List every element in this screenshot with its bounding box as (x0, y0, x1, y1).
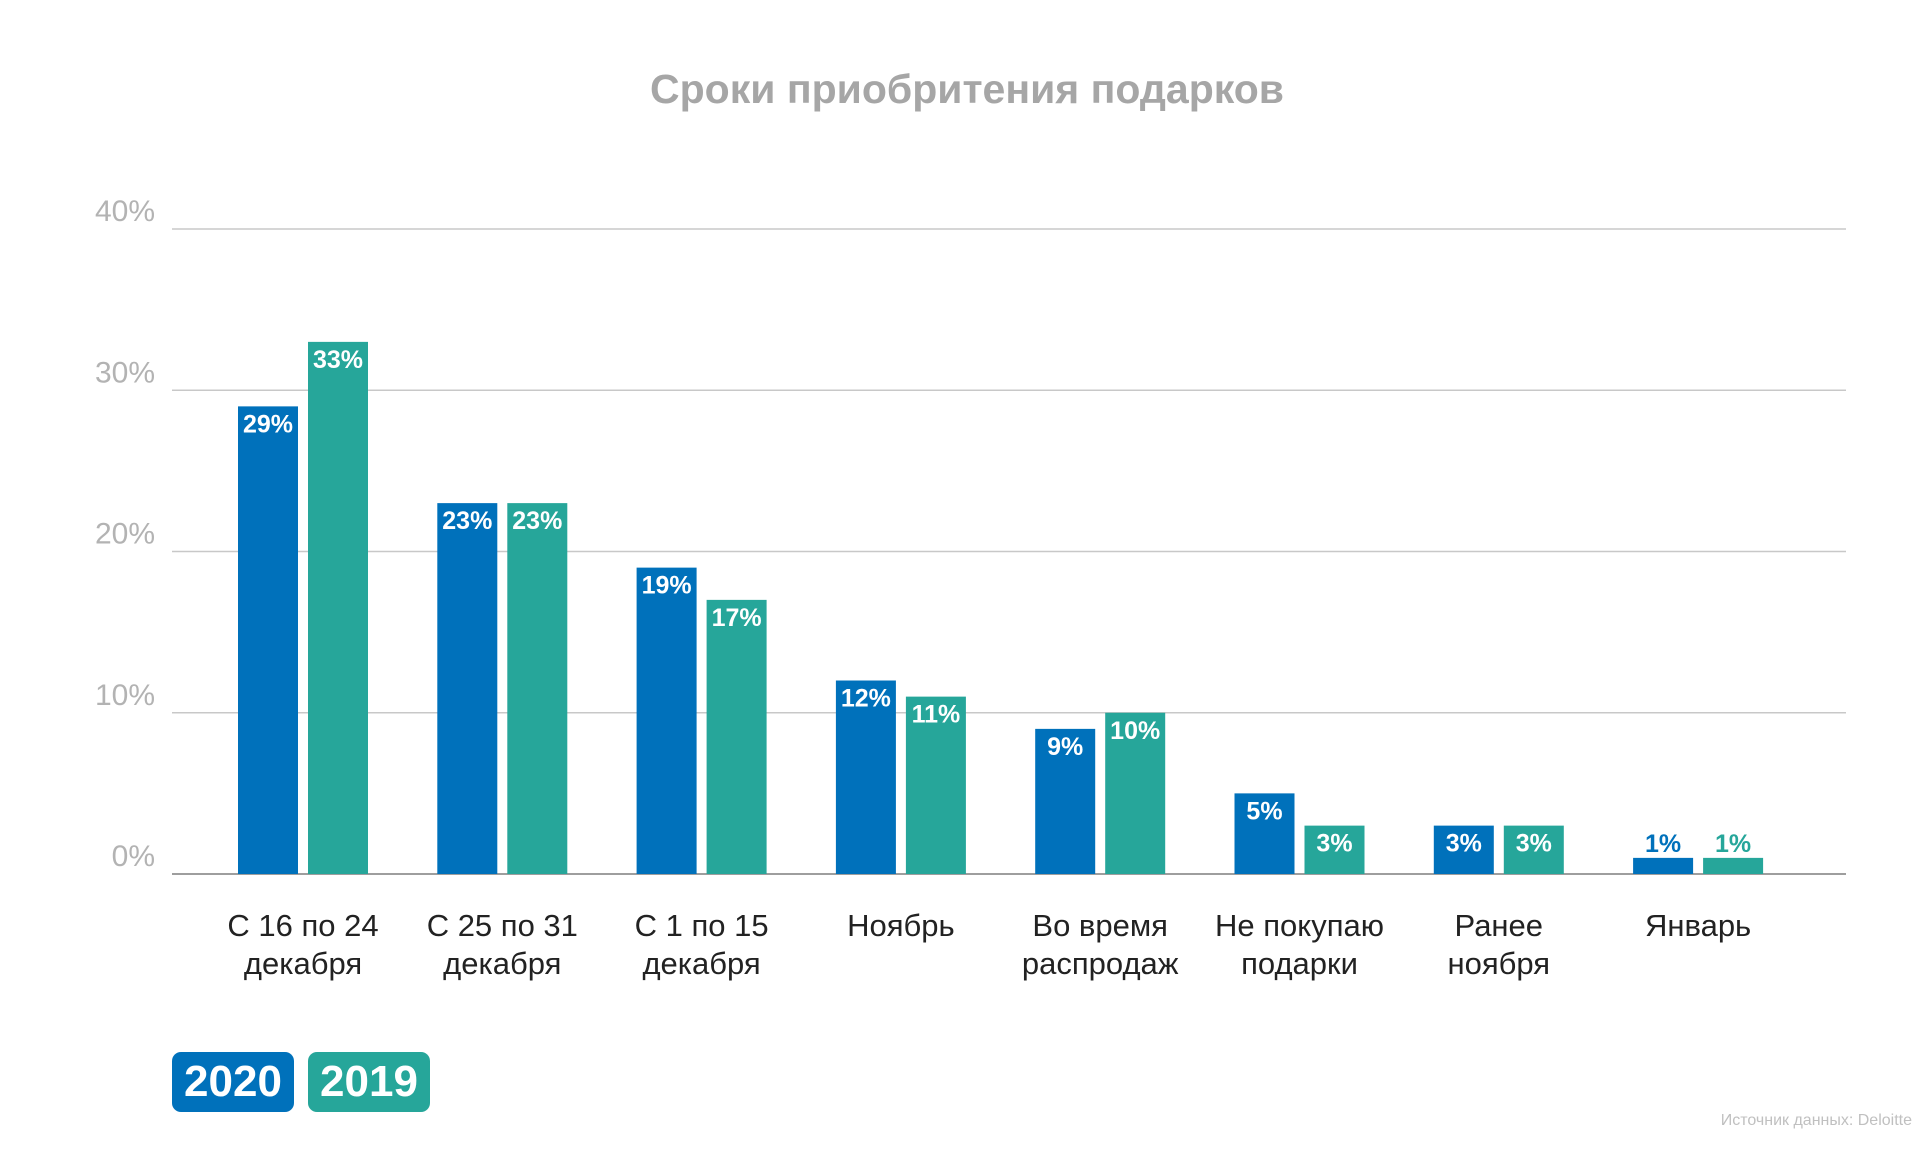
bar (437, 503, 498, 874)
data-label: 23% (442, 507, 492, 535)
bar (1105, 712, 1166, 874)
data-label: 5% (1246, 797, 1282, 825)
data-label: 12% (841, 685, 891, 713)
data-label: 1% (1715, 830, 1751, 858)
bar (636, 567, 697, 874)
bar (507, 503, 568, 874)
bar (308, 341, 368, 874)
y-tick-label: 30% (95, 356, 155, 389)
x-tick-label: С 1 по 15 декабря (635, 908, 769, 981)
source-note: Источник данных: Deloitte (1720, 1112, 1912, 1129)
data-label: 19% (642, 572, 692, 600)
bar (1234, 793, 1295, 874)
bar (706, 599, 767, 874)
x-tick-label: Ранее ноября (1448, 908, 1551, 981)
data-label: 3% (1446, 830, 1482, 858)
data-label: 3% (1516, 830, 1552, 858)
bar (835, 680, 896, 874)
bar (1703, 857, 1764, 874)
x-tick-label: С 16 по 24 декабря (227, 908, 378, 981)
y-tick-label: 20% (95, 518, 155, 551)
data-label: 10% (1110, 717, 1160, 745)
x-tick-label: С 25 по 31 декабря (427, 908, 578, 981)
bar (1433, 825, 1494, 874)
data-label: 3% (1316, 830, 1352, 858)
data-label: 33% (313, 346, 363, 374)
data-label: 11% (912, 701, 961, 729)
y-tick-label: 10% (95, 679, 155, 712)
bar (1503, 825, 1564, 874)
legend-2020: 2020 (172, 1052, 294, 1112)
bar (1304, 825, 1365, 874)
chart-title: Сроки приобритения подарков (650, 66, 1284, 112)
data-label: 29% (243, 410, 293, 438)
data-label: 23% (512, 507, 562, 535)
x-tick-label: Во время распродаж (1022, 908, 1179, 981)
data-label: 1% (1645, 830, 1681, 858)
data-label: 17% (712, 604, 762, 632)
bar (238, 406, 298, 874)
bar (1633, 857, 1694, 874)
data-label: 9% (1047, 733, 1083, 761)
bar (905, 696, 966, 874)
bar (1035, 728, 1096, 874)
legend-2019: 2019 (308, 1052, 430, 1112)
y-tick-label: 0% (112, 840, 155, 873)
x-tick-label: Ноябрь (847, 908, 955, 943)
x-tick-label: Январь (1645, 908, 1751, 943)
x-tick-label: Не покупаю подарки (1215, 908, 1384, 981)
y-tick-label: 40% (95, 195, 155, 228)
